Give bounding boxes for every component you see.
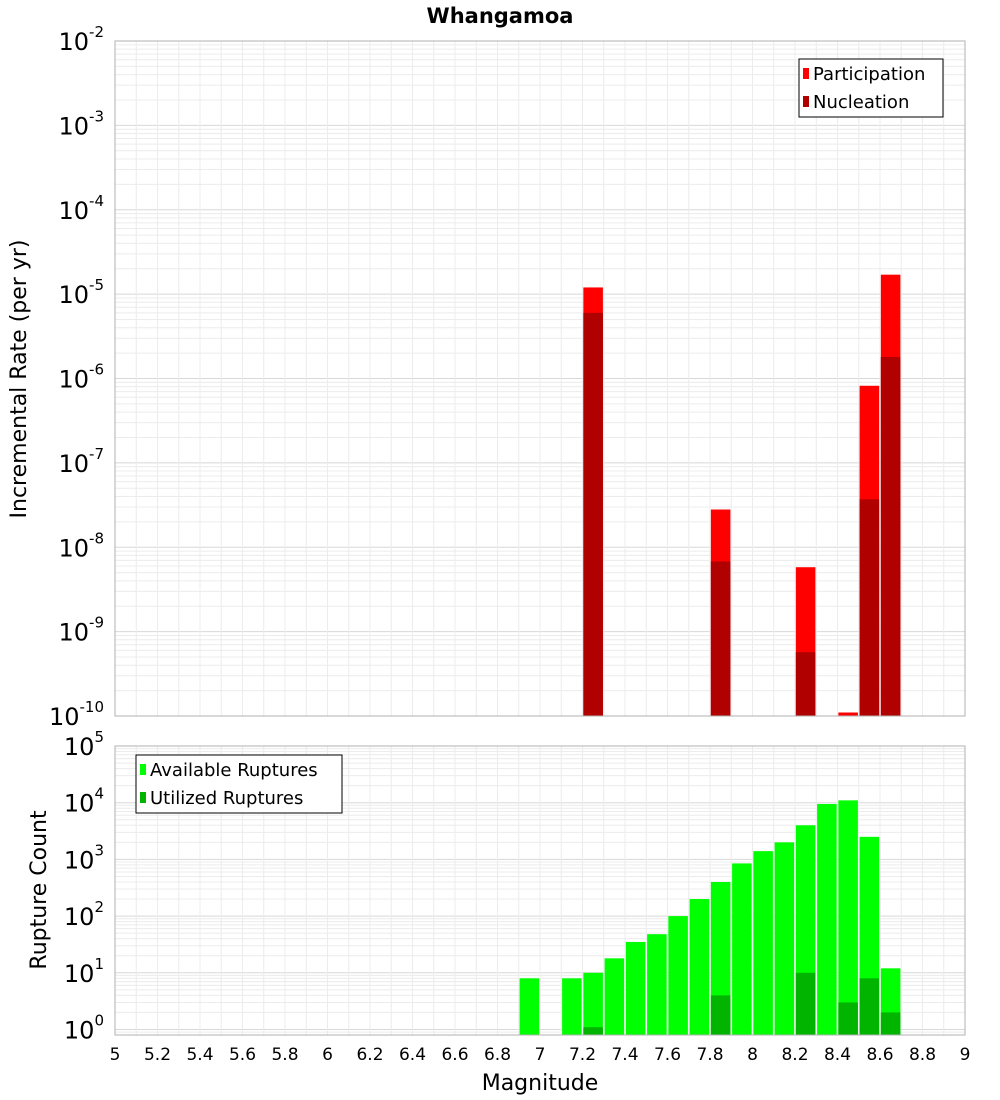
utilized-ruptures-bar (859, 978, 880, 1035)
x-axis-label: Magnitude (482, 1071, 599, 1096)
top-y-ticks: 10-10 10-9 10-8 10-7 10-6 10-5 10-4 10-3 10-2 (49, 23, 104, 731)
available-ruptures-bar (817, 803, 837, 1035)
x-tick-label: 5.8 (271, 1045, 298, 1065)
x-tick-label: 8.6 (866, 1045, 893, 1065)
nucleation-bar (583, 312, 603, 716)
y-tick-label: 10-5 (58, 276, 104, 309)
top-bars (583, 274, 901, 716)
bottom-bars (519, 800, 901, 1035)
y-tick-label: 10-10 (49, 698, 104, 731)
y-tick-label: 103 (64, 841, 104, 874)
x-tick-label: 6.8 (484, 1045, 511, 1065)
y-tick-label: 10-8 (58, 529, 104, 562)
available-ruptures-bar (604, 958, 625, 1035)
utilized-ruptures-bar (880, 1012, 901, 1035)
nucleation-bar (795, 652, 816, 716)
legend-available-ruptures: Available Ruptures (150, 760, 318, 781)
nucleation-bar (710, 561, 731, 716)
participation-bar (838, 712, 858, 716)
available-ruptures-bar (732, 863, 752, 1035)
utilized-ruptures-bar (795, 972, 816, 1035)
nucleation-bar (880, 356, 901, 716)
legend-nucleation: Nucleation (813, 92, 909, 113)
y-tick-label: 10-3 (58, 107, 104, 140)
y-tick-label: 100 (64, 1012, 104, 1045)
y-tick-label: 10-7 (58, 445, 104, 478)
legend-swatch-available (140, 764, 146, 775)
utilized-ruptures-bar (710, 995, 731, 1035)
x-tick-label: 9 (960, 1045, 971, 1065)
y-tick-label: 10-6 (58, 361, 104, 394)
top-legend-box (798, 58, 944, 118)
available-ruptures-bar (519, 978, 540, 1035)
x-tick-label: 6.2 (356, 1045, 383, 1065)
top-y-axis-label: Incremental Rate (per yr) (7, 240, 32, 519)
available-ruptures-bar (562, 978, 582, 1035)
bottom-legend-box (135, 754, 343, 814)
x-tick-label: 8.4 (824, 1045, 851, 1065)
chart-title: Whangamoa (427, 4, 574, 28)
top-legend: Participation Nucleation (798, 58, 944, 118)
available-ruptures-bar (689, 899, 710, 1035)
utilized-ruptures-bar (583, 1027, 603, 1035)
y-tick-label: 102 (64, 898, 104, 931)
y-tick-label: 10-9 (58, 614, 104, 647)
nucleation-bar (859, 499, 880, 716)
x-tick-label: 8.8 (909, 1045, 936, 1065)
bottom-plot-frame (114, 745, 966, 1036)
available-ruptures-bar (774, 842, 795, 1035)
y-tick-label: 104 (64, 785, 104, 818)
x-tick-label: 6 (322, 1045, 333, 1065)
x-tick-label: 7.2 (569, 1045, 596, 1065)
x-ticks: 5 5.2 5.4 5.6 5.8 6 6.2 6.4 6.6 6.8 7 7.2 7.4 7.6 7.8 8… (110, 1045, 971, 1065)
y-tick-label: 10-2 (58, 23, 104, 56)
legend-swatch-utilized (140, 792, 146, 803)
utilized-ruptures-bar (838, 1002, 858, 1035)
x-tick-label: 8.2 (781, 1045, 808, 1065)
y-tick-label: 10-4 (58, 192, 104, 225)
top-plot-frame (114, 40, 966, 717)
x-tick-label: 7 (535, 1045, 546, 1065)
bottom-y-ticks: 100 101 102 103 104 105 (64, 728, 104, 1045)
available-ruptures-bar (668, 916, 688, 1035)
x-tick-label: 5.6 (229, 1045, 256, 1065)
legend-participation: Participation (813, 64, 925, 85)
x-tick-label: 6.4 (399, 1045, 426, 1065)
x-tick-label: 7.4 (611, 1045, 638, 1065)
x-tick-label: 5.2 (144, 1045, 171, 1065)
legend-swatch-participation (803, 68, 809, 79)
bottom-legend: Available Ruptures Utilized Ruptures (135, 754, 343, 814)
available-ruptures-bar (753, 851, 773, 1035)
y-tick-label: 105 (64, 728, 104, 761)
x-tick-label: 5 (110, 1045, 121, 1065)
x-tick-label: 7.6 (654, 1045, 681, 1065)
x-tick-label: 7.8 (696, 1045, 723, 1065)
bottom-y-axis-label: Rupture Count (27, 810, 52, 970)
x-tick-label: 5.4 (186, 1045, 213, 1065)
x-tick-label: 8 (747, 1045, 758, 1065)
available-ruptures-bar (647, 934, 667, 1035)
available-ruptures-bar (625, 941, 646, 1035)
y-tick-label: 101 (64, 955, 104, 988)
top-grid (114, 40, 966, 717)
available-ruptures-bar (583, 972, 603, 1035)
legend-swatch-nucleation (803, 96, 809, 107)
x-tick-label: 6.6 (441, 1045, 468, 1065)
available-ruptures-bar (838, 800, 858, 1035)
legend-utilized-ruptures: Utilized Ruptures (150, 788, 303, 809)
